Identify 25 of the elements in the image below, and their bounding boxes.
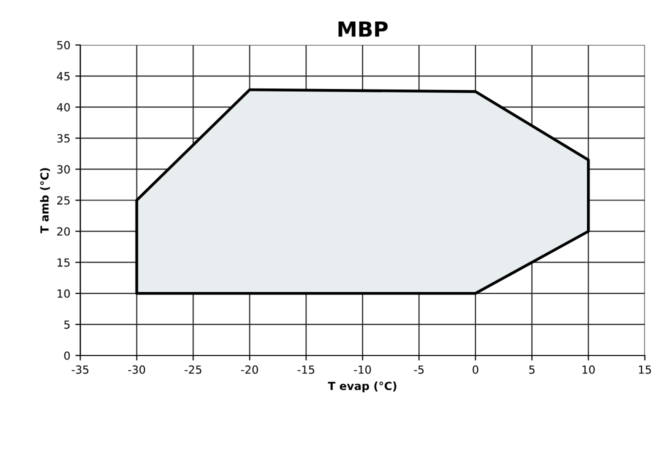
y-tick-label: 25 — [57, 196, 70, 205]
x-tick-label: -5 — [414, 366, 424, 374]
y-tick-label: 35 — [57, 134, 70, 143]
y-tick-label: 50 — [57, 40, 70, 50]
x-tick-label: -10 — [354, 365, 371, 374]
x-tick-label: 5 — [529, 366, 534, 374]
x-tick-label: 10 — [582, 365, 595, 374]
x-tick-label: 15 — [638, 366, 651, 374]
x-tick-label: -15 — [298, 366, 314, 374]
x-axis-title: T evap (°C) — [328, 382, 396, 392]
chart-title: MBP — [338, 21, 388, 37]
x-tick-label: 0 — [472, 365, 478, 374]
x-tick-label: -35 — [72, 365, 88, 374]
x-tick-label: -25 — [184, 365, 202, 374]
y-tick-label: 20 — [57, 227, 70, 236]
y-tick-label: 40 — [56, 103, 70, 112]
x-tick-label: -30 — [128, 365, 146, 374]
y-tick-label: 5 — [64, 320, 70, 329]
y-tick-label: 45 — [56, 72, 70, 80]
y-tick-label: 10 — [58, 289, 70, 298]
y-axis-title: T amb (°C) — [40, 168, 50, 234]
y-tick-label: 0 — [64, 351, 70, 360]
x-tick-label: -20 — [241, 365, 258, 374]
y-tick-label: 30 — [57, 165, 70, 174]
y-tick-label: 15 — [58, 258, 70, 267]
